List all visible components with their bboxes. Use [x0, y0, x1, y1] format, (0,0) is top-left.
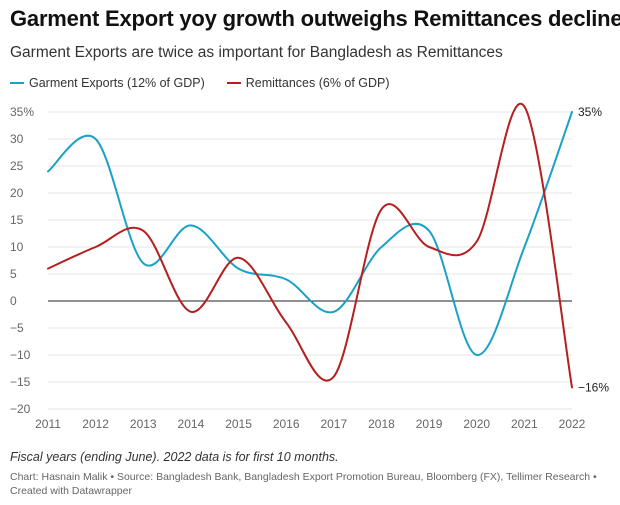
y-tick-label: 25 [10, 159, 24, 173]
y-tick-label: 10 [10, 240, 24, 254]
legend-label-garment: Garment Exports (12% of GDP) [29, 76, 205, 90]
series-line-garment-exports [47, 111, 573, 356]
x-tick-label: 2015 [225, 417, 252, 431]
x-tick-label: 2014 [178, 417, 205, 431]
y-tick-label: 30 [10, 132, 24, 146]
y-tick-label: −10 [10, 348, 31, 362]
chart-title: Garment Export yoy growth outweighs Remi… [10, 6, 620, 31]
y-tick-label: 0 [10, 294, 17, 308]
x-tick-label: 2018 [368, 417, 395, 431]
y-tick-label: −5 [10, 321, 24, 335]
y-tick-label: 20 [10, 186, 24, 200]
x-tick-label: 2020 [463, 417, 490, 431]
x-tick-label: 2016 [273, 417, 300, 431]
chart-subtitle: Garment Exports are twice as important f… [10, 44, 503, 61]
legend-swatch-garment [10, 82, 24, 84]
x-tick-label: 2019 [416, 417, 443, 431]
legend-item-garment: Garment Exports (12% of GDP) [10, 76, 205, 90]
chart-credit: Chart: Hasnain Malik • Source: Banglades… [10, 471, 597, 497]
end-label-garment-exports: 35% [578, 105, 602, 119]
legend: Garment Exports (12% of GDP) Remittances… [10, 75, 412, 91]
y-tick-label: 5 [10, 267, 17, 281]
y-tick-label: −20 [10, 402, 31, 416]
y-tick-label: 15 [10, 213, 24, 227]
legend-label-remittances: Remittances (6% of GDP) [245, 76, 390, 90]
x-tick-label: 2012 [82, 417, 109, 431]
x-tick-label: 2022 [559, 417, 586, 431]
legend-item-remittances: Remittances (6% of GDP) [226, 76, 390, 90]
y-tick-label: −15 [10, 375, 31, 389]
x-tick-label: 2011 [35, 417, 61, 431]
end-label-remittances: −16% [578, 380, 609, 394]
y-tick-label: 35% [10, 105, 34, 119]
legend-swatch-remittances [226, 82, 241, 84]
x-tick-label: 2017 [320, 417, 347, 431]
x-tick-label: 2013 [130, 417, 157, 431]
x-tick-label: 2021 [511, 417, 538, 431]
series-line-remittances [47, 102, 573, 389]
chart-note: Fiscal years (ending June). 2022 data is… [10, 450, 339, 464]
